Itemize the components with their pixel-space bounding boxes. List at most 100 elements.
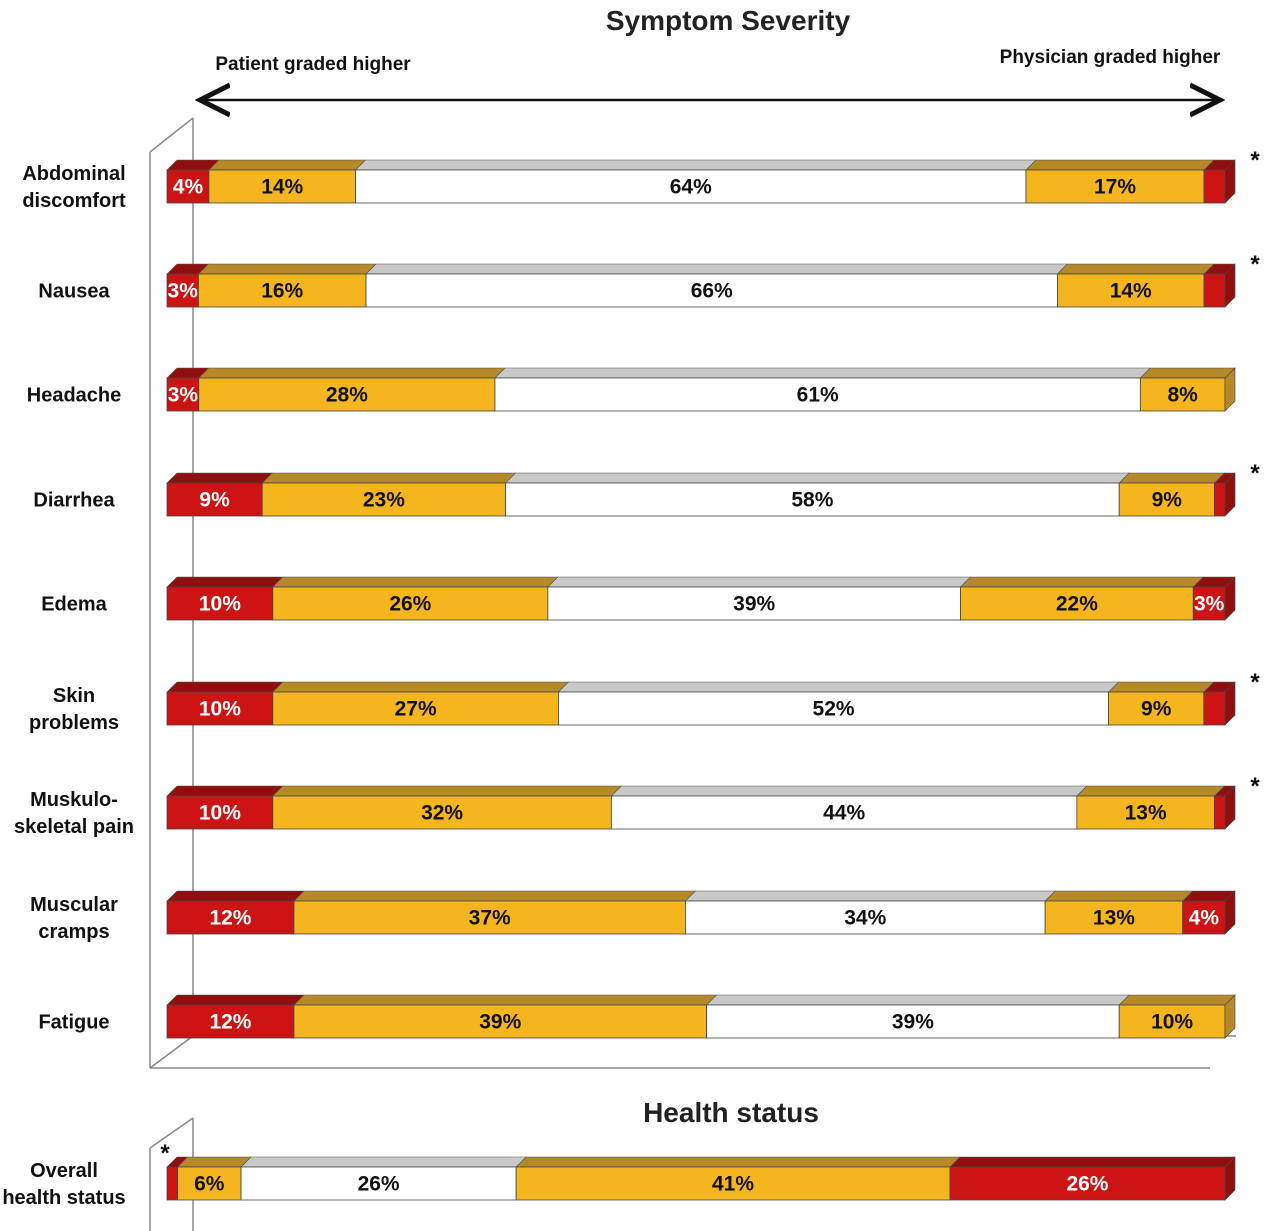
bar-row: Nausea 3% 16% 66% 14% *: [38, 251, 1260, 308]
category-label: Edema: [41, 594, 107, 616]
data-label: 13%: [1125, 802, 1167, 825]
data-label: 26%: [389, 593, 431, 616]
category-label: Muscular: [30, 894, 118, 916]
bar-segment: [1192, 586, 1226, 621]
bar-row: Headache 3% 28% 61% 8%: [27, 367, 1236, 412]
category-label: problems: [29, 712, 119, 734]
bar-segment-top: [272, 681, 570, 693]
bar-segment-top: [547, 576, 972, 588]
data-label: 39%: [892, 1011, 934, 1034]
data-label: 64%: [670, 176, 712, 199]
bar-row: Muscular cramps 12% 37% 34% 13% 4%: [30, 890, 1236, 943]
data-label: 12%: [209, 907, 251, 930]
bar-segment: [272, 691, 559, 726]
bar-segment: [1044, 900, 1184, 935]
bar-segment: [166, 273, 199, 308]
bar-segment-top: [705, 994, 1130, 1006]
bar-segment-top: [1107, 681, 1215, 693]
bar-segment-top: [610, 785, 1088, 797]
bar-segment: [1056, 273, 1205, 308]
data-label: 26%: [358, 1173, 400, 1196]
bar-segment: [198, 273, 367, 308]
right-direction-label: Physician graded higher: [1000, 47, 1221, 68]
health-status-title: Health status: [643, 1097, 819, 1128]
bar-segment-top: [1076, 785, 1226, 797]
bar-segment-top: [1044, 890, 1194, 902]
bar-segment-top: [166, 785, 284, 797]
bar-side-face: [1224, 890, 1236, 935]
data-label: 9%: [199, 489, 230, 512]
bar-segment: [610, 795, 1078, 830]
bar-side-face: [1224, 1156, 1236, 1201]
data-label: 23%: [363, 489, 405, 512]
bar-segment: [166, 691, 274, 726]
symptom-bars: Abdominal discomfort 4% 14% 64% 17% * Nausea 3% 1…: [14, 147, 1260, 1039]
bar-segment: [1203, 691, 1226, 726]
bar-segment-top: [166, 576, 284, 588]
bar-segment: [1025, 169, 1205, 204]
bar-segment-top: [515, 1156, 961, 1168]
bar-segment: [272, 586, 549, 621]
bar-segment: [960, 586, 1194, 621]
category-label: Abdominal: [22, 163, 125, 185]
bar-side-face: [1224, 785, 1236, 830]
bar-segment: [166, 1166, 178, 1201]
category-label: Fatigue: [38, 1012, 109, 1034]
data-label: 34%: [844, 907, 886, 930]
bar-row: Diarrhea 9% 23% 58% 9% *: [33, 460, 1260, 517]
bar-segment-top: [959, 576, 1204, 588]
data-label: 16%: [261, 280, 303, 303]
data-label: 8%: [1168, 384, 1199, 407]
data-label: 14%: [1110, 280, 1152, 303]
bar-row: Overall health status 6% 26% 41% 26% *: [2, 1140, 1236, 1209]
data-label: 66%: [691, 280, 733, 303]
category-label: Headache: [27, 385, 122, 407]
data-label: 10%: [199, 593, 241, 616]
category-label: cramps: [38, 921, 109, 943]
category-label: discomfort: [22, 190, 126, 212]
data-label: 9%: [1141, 698, 1172, 721]
data-label: 10%: [199, 698, 241, 721]
bar-segment-top: [166, 472, 273, 484]
bar-segment-top: [949, 1156, 1236, 1168]
significance-marker: *: [1250, 251, 1260, 278]
bar-segment: [1118, 1004, 1226, 1039]
bar-segment: [949, 1166, 1226, 1201]
bar-segment: [1214, 795, 1226, 830]
bar-segment: [1108, 691, 1205, 726]
bar-row: Skin problems 10% 27% 52% 9% *: [29, 669, 1260, 734]
category-label: skeletal pain: [14, 816, 134, 838]
bar-segment: [505, 482, 1120, 517]
significance-marker: *: [1250, 147, 1260, 174]
bar-segment: [166, 586, 274, 621]
bar-segment: [166, 1004, 295, 1039]
bar-segment: [1118, 482, 1215, 517]
data-label: 3%: [1194, 593, 1225, 616]
bar-segment: [365, 273, 1058, 308]
bar-segment-top: [166, 890, 305, 902]
data-label: 27%: [395, 698, 437, 721]
bar-side-face: [1224, 472, 1236, 517]
data-label: 9%: [1152, 489, 1183, 512]
bar-segment-top: [166, 681, 284, 693]
data-label: 39%: [479, 1011, 521, 1034]
category-label: Muskulo-: [30, 789, 118, 811]
bar-row: Muskulo-skeletal pain 10% 32% 44% 13% *: [14, 773, 1260, 838]
bar-segment: [166, 377, 200, 412]
bar-segment: [240, 1166, 517, 1201]
data-label: 61%: [797, 384, 839, 407]
bar-segment-top: [504, 472, 1130, 484]
bar-segment: [1203, 169, 1226, 204]
bar-segment-top: [272, 576, 559, 588]
data-label: 44%: [823, 802, 865, 825]
data-label: 22%: [1056, 593, 1098, 616]
data-label: 28%: [326, 384, 368, 407]
bar-segment: [166, 169, 210, 204]
bar-segment-top: [176, 1156, 252, 1168]
category-label: Skin: [53, 685, 95, 707]
bar-row: Fatigue 12% 39% 39% 10%: [38, 994, 1236, 1039]
bar-segment: [1076, 795, 1215, 830]
data-label: 4%: [1189, 907, 1220, 930]
bar-segment-top: [272, 785, 623, 797]
